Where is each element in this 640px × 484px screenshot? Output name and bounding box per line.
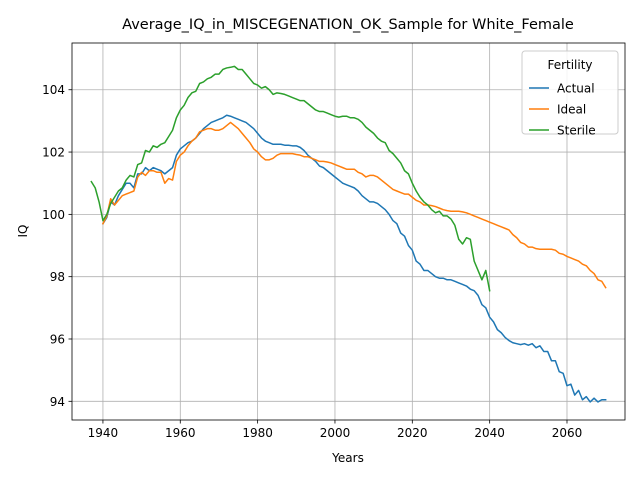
legend-label-sterile: Sterile — [557, 124, 596, 138]
axis-ticks: 1940 1960 1980 2000 2020 2040 2060 94 96 98 100 102… — [42, 83, 582, 440]
y-tick-label: 96 — [50, 332, 65, 346]
legend-box — [521, 50, 619, 135]
y-axis-label: IQ — [16, 225, 30, 238]
x-tick-label: 1960 — [165, 426, 196, 440]
series-line-actual — [101, 114, 607, 403]
y-tick-label: 104 — [42, 83, 65, 97]
series-lines — [90, 65, 607, 403]
legend: Fertility Actual Ideal Sterile — [521, 50, 619, 138]
y-tick-label: 94 — [50, 395, 65, 409]
y-tick-label: 102 — [42, 146, 65, 160]
plot-frame — [71, 42, 626, 421]
x-tick-label: 2060 — [552, 426, 583, 440]
legend-label-ideal: Ideal — [557, 103, 586, 117]
legend-label-actual: Actual — [557, 82, 595, 96]
grid — [72, 43, 625, 420]
y-tick-label: 98 — [50, 270, 65, 284]
x-tick-label: 1940 — [88, 426, 119, 440]
series-line-ideal — [101, 121, 607, 289]
chart-title: Average_IQ_in_MISCEGENATION_OK_Sample fo… — [122, 17, 574, 33]
x-tick-label: 2040 — [474, 426, 505, 440]
y-tick-label: 100 — [42, 208, 65, 222]
legend-title: Fertility — [547, 58, 592, 72]
x-tick-label: 2000 — [320, 426, 351, 440]
series-line-sterile — [90, 65, 491, 292]
x-axis-label: Years — [331, 451, 364, 465]
x-tick-label: 2020 — [397, 426, 428, 440]
x-tick-label: 1980 — [242, 426, 273, 440]
